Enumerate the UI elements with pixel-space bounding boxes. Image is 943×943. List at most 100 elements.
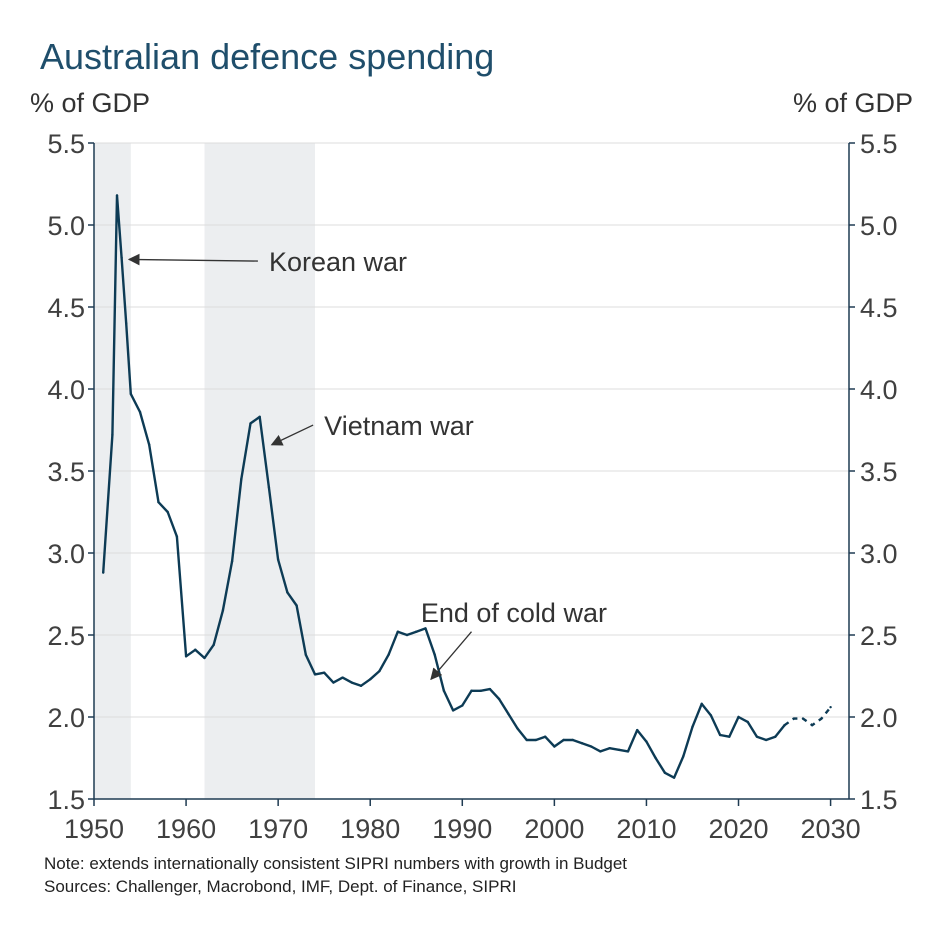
data-point <box>488 687 492 691</box>
data-point <box>148 443 151 446</box>
data-point <box>350 681 354 684</box>
data-point <box>599 750 602 753</box>
y-tick-label-left: 2.5 <box>47 621 85 651</box>
data-point <box>617 748 621 751</box>
data-point <box>359 684 363 688</box>
data-point <box>654 756 657 760</box>
x-tick-label: 2030 <box>801 814 861 844</box>
data-point <box>682 755 685 758</box>
data-point <box>829 705 832 709</box>
data-point <box>810 724 814 727</box>
gridlines <box>94 142 849 718</box>
x-tick-label: 1960 <box>156 814 216 844</box>
data-point <box>125 322 128 325</box>
data-point <box>295 604 298 607</box>
y-tick-label-left: 3.5 <box>47 457 85 487</box>
chart-title: Australian defence spending <box>40 36 495 77</box>
y-tick-label-left: 1.5 <box>47 785 85 815</box>
y-tick-label-right: 5.5 <box>860 129 898 159</box>
data-point <box>636 728 639 732</box>
data-point <box>774 735 777 738</box>
data-point <box>461 704 464 707</box>
data-point <box>700 702 703 706</box>
data-point <box>405 633 409 637</box>
data-point <box>525 738 528 742</box>
data-point <box>764 738 768 742</box>
series-layer <box>102 194 832 779</box>
data-point <box>157 500 160 504</box>
data-point <box>184 655 188 658</box>
y-tick-label-right: 5.0 <box>860 211 898 241</box>
tick-labels: 1.5 1.5 2.0 2.0 2.5 2.5 3.0 3.0 3.5 3.5 4.0 4.0 4.5 4… <box>47 129 897 844</box>
data-point <box>746 720 749 724</box>
y-tick-label-left: 3.0 <box>47 539 85 569</box>
data-point <box>562 738 565 742</box>
data-point <box>709 714 713 717</box>
data-point <box>415 630 418 633</box>
y-tick-label-right: 3.0 <box>860 539 898 569</box>
x-tick-label: 1990 <box>432 814 492 844</box>
y-tick-label-left: 4.5 <box>47 293 85 323</box>
data-point <box>755 735 759 738</box>
data-point <box>276 558 280 561</box>
data-point <box>424 627 427 630</box>
data-point <box>258 415 261 419</box>
data-point <box>718 733 722 737</box>
data-point <box>571 738 574 742</box>
annotation-label-2: End of cold war <box>421 598 607 628</box>
y-tick-label-right: 2.5 <box>860 621 898 651</box>
data-point <box>378 669 381 673</box>
y-tick-label-right: 4.5 <box>860 293 898 323</box>
x-tick-label: 1950 <box>64 814 124 844</box>
data-point <box>240 478 243 481</box>
data-point <box>175 535 179 538</box>
annotation-label-0: Korean war <box>269 247 407 277</box>
data-point <box>608 746 611 750</box>
y-tick-label-left: 5.0 <box>47 211 85 241</box>
data-point <box>497 697 501 701</box>
data-point <box>267 486 271 489</box>
data-point <box>589 745 593 748</box>
data-point <box>553 745 556 748</box>
y-tick-label-right: 4.0 <box>860 375 898 405</box>
right-axis-unit: % of GDP <box>792 88 913 118</box>
y-tick-label-left: 5.5 <box>47 129 85 159</box>
data-point <box>387 653 390 656</box>
data-point <box>249 422 252 425</box>
data-point <box>691 725 694 729</box>
data-point <box>470 689 473 692</box>
data-point <box>626 750 630 753</box>
data-point <box>479 689 482 692</box>
annotation-label-1: Vietnam war <box>324 411 474 441</box>
data-point <box>396 630 400 633</box>
data-point <box>115 194 119 197</box>
data-point <box>230 560 234 563</box>
data-point <box>221 609 225 612</box>
data-point <box>102 571 105 574</box>
data-point <box>783 724 786 727</box>
data-point <box>138 410 142 414</box>
data-point <box>203 656 206 660</box>
data-point <box>534 738 538 742</box>
data-point <box>507 712 510 715</box>
x-tick-label: 2020 <box>708 814 768 844</box>
data-point <box>304 653 307 656</box>
annotations: Korean war Vietnam war End of cold war <box>127 247 607 681</box>
data-point <box>322 671 326 674</box>
data-point <box>516 727 519 730</box>
data-point <box>433 653 436 656</box>
data-point <box>672 776 676 779</box>
data-point <box>341 676 344 679</box>
series-line-1 <box>783 706 832 727</box>
annotation-arrow-1 <box>270 424 314 446</box>
y-tick-label-right: 1.5 <box>860 785 898 815</box>
annotation-arrow-2 <box>430 631 472 681</box>
data-point <box>645 740 648 743</box>
data-point <box>663 771 667 774</box>
y-tick-label-left: 2.0 <box>47 703 85 733</box>
data-point <box>737 715 740 719</box>
data-point <box>332 681 335 684</box>
data-point <box>313 673 317 676</box>
annotation-arrow-0 <box>127 253 258 266</box>
x-tick-label: 2010 <box>616 814 676 844</box>
